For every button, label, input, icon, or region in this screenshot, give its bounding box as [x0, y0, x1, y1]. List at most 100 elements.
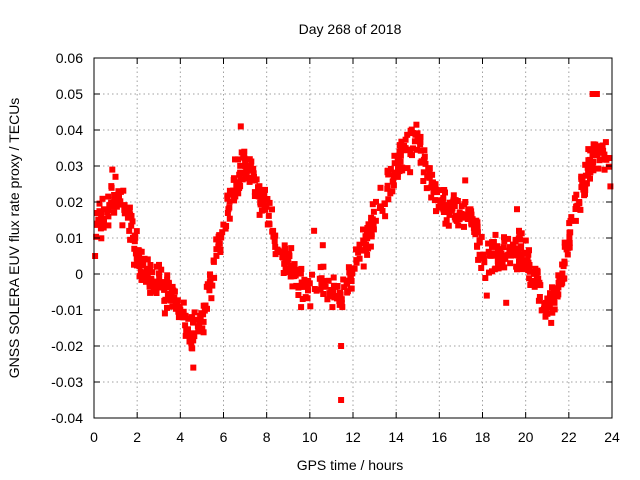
data-point [439, 204, 446, 211]
data-point [548, 295, 555, 302]
data-point [128, 222, 135, 229]
data-point [585, 161, 592, 168]
data-point [215, 239, 222, 246]
data-point [407, 151, 414, 158]
data-point [207, 271, 213, 278]
data-point [265, 212, 272, 219]
data-point [514, 252, 521, 259]
data-point [147, 262, 154, 268]
data-point [497, 249, 504, 256]
data-point [543, 309, 550, 315]
data-point [351, 265, 358, 272]
data-point [96, 208, 103, 215]
data-point [532, 280, 539, 287]
data-point [582, 187, 589, 193]
data-point [461, 201, 468, 208]
data-point [578, 173, 585, 180]
data-point [258, 207, 265, 214]
data-point [554, 293, 561, 300]
data-point [527, 268, 533, 275]
data-point [531, 283, 538, 290]
data-point [217, 249, 224, 255]
data-point [423, 185, 430, 192]
data-point [161, 310, 168, 317]
data-point [286, 251, 293, 258]
data-point [182, 322, 189, 329]
x-axis-label: GPS time / hours [297, 457, 404, 473]
data-point [468, 211, 475, 218]
x-tick-label: 14 [388, 429, 404, 445]
data-point [602, 139, 609, 146]
data-point [516, 261, 523, 268]
data-point [92, 253, 99, 259]
data-point [237, 182, 244, 189]
data-point [411, 138, 418, 145]
data-point [311, 227, 318, 234]
data-point [105, 207, 112, 214]
data-point [284, 257, 291, 264]
y-tick-label: 0.04 [56, 122, 83, 138]
data-point [544, 295, 551, 302]
data-point [190, 364, 197, 371]
data-point [144, 256, 151, 263]
data-point [440, 194, 447, 201]
data-point [147, 267, 154, 274]
data-point [590, 158, 597, 165]
data-point [390, 172, 397, 179]
data-point [377, 184, 384, 191]
data-point [324, 296, 331, 303]
data-point [177, 310, 184, 316]
data-point [461, 223, 467, 230]
data-point [372, 217, 379, 224]
data-point [239, 176, 246, 183]
data-point [347, 285, 354, 292]
data-point [317, 264, 324, 271]
data-point [595, 165, 602, 172]
data-point [146, 283, 153, 290]
x-tick-label: 18 [475, 429, 491, 445]
data-point [282, 245, 289, 252]
data-point [587, 175, 593, 182]
data-point [266, 221, 273, 228]
data-point [295, 267, 302, 274]
data-point [300, 283, 306, 290]
data-point [432, 187, 439, 194]
data-point [205, 283, 212, 290]
data-point [275, 247, 282, 254]
data-point [247, 174, 254, 181]
data-point [458, 210, 465, 217]
data-point [566, 244, 573, 251]
data-point [365, 221, 372, 228]
data-point [280, 249, 287, 256]
data-point [467, 206, 474, 213]
data-point [164, 272, 171, 279]
x-tick-label: 4 [176, 429, 184, 445]
data-point [105, 213, 112, 220]
data-point [592, 146, 598, 153]
data-point [154, 282, 161, 289]
data-point [403, 147, 410, 154]
data-point [264, 196, 271, 202]
data-point [424, 173, 431, 180]
data-point [587, 169, 594, 176]
data-point [325, 277, 332, 284]
data-point [242, 175, 249, 182]
data-point [548, 319, 555, 326]
data-point [180, 299, 187, 306]
data-point [582, 161, 589, 168]
data-point [295, 292, 302, 298]
data-point [213, 252, 220, 259]
data-point [121, 202, 128, 209]
data-point [599, 142, 606, 149]
data-point [603, 156, 610, 163]
data-point [437, 187, 444, 194]
data-point [228, 191, 235, 198]
axis-ticks [93, 57, 613, 419]
data-point [176, 303, 183, 310]
data-point [136, 255, 143, 262]
data-point [519, 266, 526, 273]
data-point [243, 168, 250, 175]
x-tick-label: 8 [263, 429, 271, 445]
data-point [305, 287, 311, 294]
data-point [553, 285, 560, 292]
